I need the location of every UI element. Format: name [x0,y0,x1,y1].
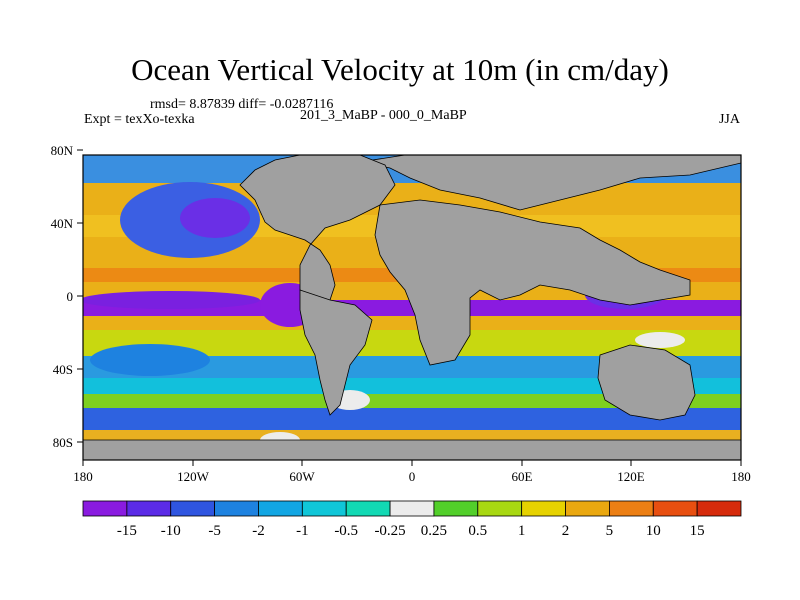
x-tick-180w: 180 [73,469,93,484]
colorbar-label-9: 1 [518,523,526,539]
colorbar-swatch-0 [82,500,128,517]
colorbar-swatch-5 [301,500,347,517]
map-ticks [77,149,742,466]
band-antarctic-edge [83,408,741,430]
x-tick-180e: 180 [731,469,751,484]
patch-white-southeast [635,332,685,348]
patch-pacific-purple-band [83,291,260,309]
season-label: JJA [718,112,740,127]
colorbar-swatch-3 [214,500,259,517]
y-tick-40s: 40S [53,362,73,377]
colorbar-swatch-12 [609,500,654,517]
band-southern-cyan [83,378,741,394]
land-south-america [299,289,373,416]
x-tick-60w: 60W [289,469,315,484]
colorbar-swatch-14 [696,500,742,517]
colorbar-label-8: 0.5 [468,523,487,539]
colorbar-label-2: -5 [208,523,221,539]
run-subtitle: 201_3_MaBP - 000_0_MaBP [300,108,467,123]
colorbar-label-7: 0.25 [421,523,447,539]
colorbar-label-0: -15 [117,523,137,539]
colorbar-label-10: 2 [562,523,570,539]
y-tick-40n: 40N [51,216,74,231]
plot-title: Ocean Vertical Velocity at 10m (in cm/da… [131,52,669,87]
colorbar-label-6: -0.25 [374,523,405,539]
patch-south-pacific-blue [90,344,210,376]
patch-north-pacific-purple [180,198,250,238]
land-australia [597,344,696,421]
colorbar: -15 -10 -5 -2 -1 -0.5 -0.25 0.25 0.5 1 2 5 10 15 [82,500,742,539]
colorbar-swatch-11 [565,500,610,517]
y-tick-80n: 80N [51,143,74,158]
colorbar-swatch-10 [521,500,566,517]
colorbar-swatch-2 [170,500,216,517]
rmsd-diff-stats: rmsd= 8.87839 diff= -0.0287116 [150,97,334,112]
colorbar-swatch-13 [652,500,698,517]
experiment-label: Expt = texXo-texka [84,112,195,127]
colorbar-swatch-7 [389,500,435,517]
colorbar-swatch-8 [433,500,479,517]
colorbar-swatch-1 [126,500,172,517]
land-africa-eurasia [374,199,691,366]
band-southern-green [83,394,741,408]
colorbar-swatch-4 [258,500,303,517]
colorbar-label-5: -0.5 [334,523,358,539]
colorbar-label-11: 5 [606,523,614,539]
x-tick-60e: 60E [512,469,533,484]
x-tick-120w: 120W [177,469,210,484]
band-southern-blue [83,356,741,378]
colorbar-label-13: 15 [690,523,705,539]
colorbar-label-1: -10 [161,523,181,539]
y-tick-80s: 80S [53,435,73,450]
land-north-america [239,155,396,301]
x-tick-0: 0 [409,469,416,484]
land-antarctica [83,439,741,460]
colorbar-swatch-9 [477,500,523,517]
land-greenland-arctic [359,155,741,211]
colorbar-label-4: -1 [296,523,309,539]
y-tick-0: 0 [67,289,74,304]
land-masses [83,155,741,460]
x-tick-120e: 120E [617,469,645,484]
colorbar-label-12: 10 [646,523,661,539]
colorbar-label-3: -2 [252,523,265,539]
colorbar-swatch-6 [345,500,391,517]
